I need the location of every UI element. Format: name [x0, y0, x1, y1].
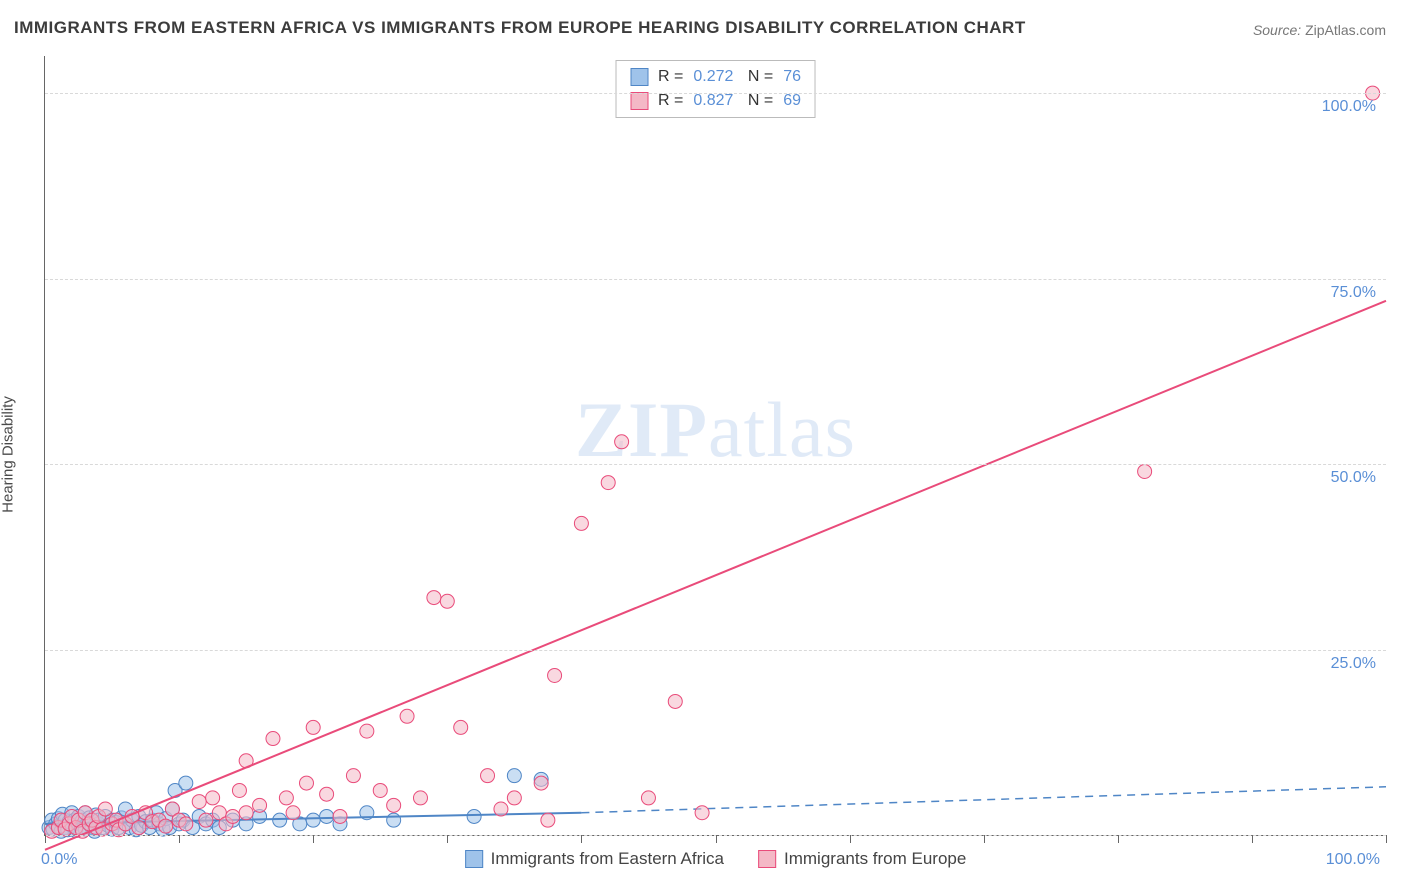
x-tick	[45, 835, 46, 843]
legend-swatch-series-0-b	[465, 850, 483, 868]
scatter-point	[253, 798, 267, 812]
scatter-point	[132, 821, 146, 835]
legend-swatch-series-1-b	[758, 850, 776, 868]
legend-swatch-series-1	[630, 92, 648, 110]
source-value: ZipAtlas.com	[1305, 22, 1386, 38]
x-tick	[984, 835, 985, 843]
scatter-point	[226, 809, 240, 823]
scatter-point	[507, 791, 521, 805]
legend-label-1: Immigrants from Europe	[784, 849, 966, 869]
x-tick	[1386, 835, 1387, 843]
scatter-point	[413, 791, 427, 805]
scatter-point	[179, 817, 193, 831]
scatter-point	[299, 776, 313, 790]
legend-stats-row: R = 0.272 N = 76	[630, 65, 801, 89]
scatter-point	[360, 724, 374, 738]
x-tick	[581, 835, 582, 843]
scatter-point	[306, 813, 320, 827]
scatter-point	[192, 795, 206, 809]
scatter-point	[373, 783, 387, 797]
scatter-point	[346, 769, 360, 783]
x-axis-origin-label: 0.0%	[41, 851, 77, 869]
x-tick	[313, 835, 314, 843]
x-tick	[447, 835, 448, 843]
scatter-point	[232, 783, 246, 797]
gridline-h	[45, 464, 1386, 465]
scatter-point	[286, 806, 300, 820]
scatter-point	[320, 787, 334, 801]
legend-label-0: Immigrants from Eastern Africa	[491, 849, 724, 869]
scatter-point	[98, 802, 112, 816]
legend-n-value-0: 76	[783, 65, 801, 89]
scatter-point	[387, 813, 401, 827]
scatter-point	[179, 776, 193, 790]
x-tick	[1252, 835, 1253, 843]
legend-item: Immigrants from Europe	[758, 849, 966, 869]
scatter-point	[534, 776, 548, 790]
scatter-point	[306, 720, 320, 734]
legend-swatch-series-0	[630, 68, 648, 86]
x-tick	[1118, 835, 1119, 843]
y-tick-label: 50.0%	[1331, 469, 1376, 487]
scatter-point	[668, 694, 682, 708]
trend-line-solid	[45, 301, 1386, 850]
gridline-h	[45, 93, 1386, 94]
chart-title: IMMIGRANTS FROM EASTERN AFRICA VS IMMIGR…	[14, 18, 1026, 38]
chart-svg	[45, 56, 1386, 835]
scatter-point	[279, 791, 293, 805]
y-tick-label: 25.0%	[1331, 655, 1376, 673]
scatter-point	[494, 802, 508, 816]
scatter-point	[239, 806, 253, 820]
x-axis-end-label: 100.0%	[1326, 851, 1380, 869]
scatter-point	[159, 819, 173, 833]
scatter-point	[1138, 464, 1152, 478]
legend-n-label: N =	[743, 65, 773, 89]
scatter-point	[387, 798, 401, 812]
scatter-point	[615, 435, 629, 449]
x-tick	[850, 835, 851, 843]
scatter-point	[548, 668, 562, 682]
scatter-point	[320, 809, 334, 823]
scatter-point	[601, 476, 615, 490]
scatter-point	[541, 813, 555, 827]
plot-area: ZIPatlas R = 0.272 N = 76 R = 0.827 N = …	[44, 56, 1386, 836]
gridline-h	[45, 279, 1386, 280]
legend-r-label: R =	[658, 65, 683, 89]
scatter-point	[454, 720, 468, 734]
y-axis-label: Hearing Disability	[0, 396, 17, 513]
legend-bottom: Immigrants from Eastern Africa Immigrant…	[465, 849, 967, 869]
scatter-point	[641, 791, 655, 805]
scatter-point	[400, 709, 414, 723]
y-tick-label: 75.0%	[1331, 284, 1376, 302]
scatter-point	[206, 791, 220, 805]
scatter-point	[440, 594, 454, 608]
source-credit: Source: ZipAtlas.com	[1253, 22, 1386, 38]
legend-stats-box: R = 0.272 N = 76 R = 0.827 N = 69	[615, 60, 816, 118]
scatter-point	[481, 769, 495, 783]
scatter-point	[695, 806, 709, 820]
scatter-point	[266, 732, 280, 746]
scatter-point	[199, 813, 213, 827]
legend-item: Immigrants from Eastern Africa	[465, 849, 724, 869]
scatter-point	[333, 809, 347, 823]
x-tick	[179, 835, 180, 843]
legend-r-value-0: 0.272	[693, 65, 733, 89]
scatter-point	[273, 813, 287, 827]
source-label: Source:	[1253, 22, 1301, 38]
x-tick	[716, 835, 717, 843]
scatter-point	[427, 591, 441, 605]
scatter-point	[574, 516, 588, 530]
scatter-point	[467, 809, 481, 823]
scatter-point	[507, 769, 521, 783]
gridline-h	[45, 650, 1386, 651]
y-tick-label: 100.0%	[1322, 98, 1376, 116]
